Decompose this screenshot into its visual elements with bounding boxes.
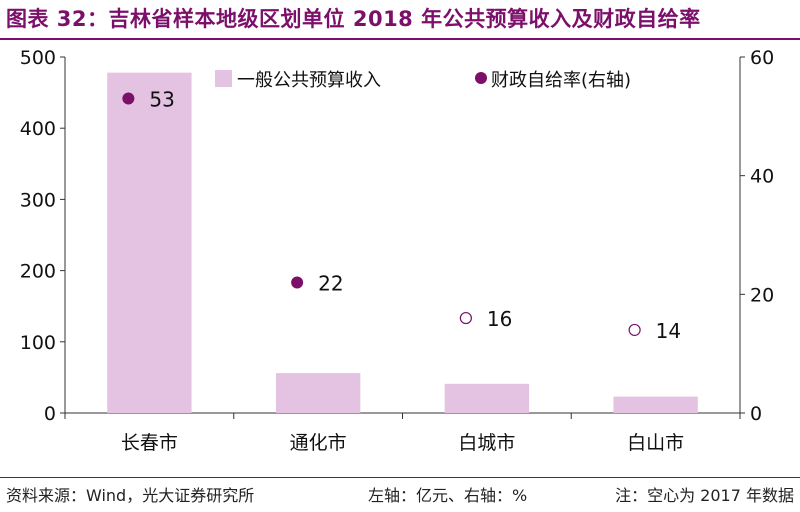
left-tick-label: 100 (20, 332, 56, 354)
left-y-axis: 0 100 200 300 400 500 (20, 47, 66, 425)
x-tick-label: 白城市 (458, 432, 515, 454)
left-tick-label: 400 (20, 118, 56, 140)
hollow-marker (459, 311, 472, 325)
figure-title: 图表 32：吉林省样本地级区划单位 2018 年公共预算收入及财政自给率 (6, 7, 701, 31)
bar (613, 396, 698, 413)
bar-scatter-chart: 0 100 200 300 400 500 0 20 40 60 长春市 通化市 白城市 白山市 53… (20, 47, 774, 454)
right-y-axis: 0 20 40 60 (739, 47, 774, 425)
x-axis: 长春市 通化市 白城市 白山市 (64, 412, 741, 454)
solid-marker (291, 276, 304, 289)
solid-marker (122, 92, 135, 105)
bar (275, 373, 361, 413)
data-label: 16 (487, 307, 512, 331)
left-tick-label: 0 (44, 403, 56, 425)
footer-divider (0, 477, 800, 478)
data-label: 14 (656, 319, 681, 343)
title-divider (0, 38, 800, 40)
right-tick-label: 40 (750, 166, 774, 188)
x-tick-label: 通化市 (290, 432, 347, 454)
axis-units-note: 左轴：亿元、右轴：% (368, 486, 528, 505)
legend-swatch-bar (215, 70, 232, 87)
right-tick-label: 0 (750, 403, 762, 425)
footer: 资料来源：Wind，光大证券研究所 左轴：亿元、右轴：% 注：空心为 2017 … (6, 482, 794, 506)
legend: 一般公共预算收入 财政自给率(右轴) (215, 70, 631, 91)
left-tick-label: 500 (20, 47, 56, 69)
source-note: 资料来源：Wind，光大证券研究所 (6, 486, 255, 505)
bar-series (107, 72, 698, 413)
right-tick-label: 20 (750, 284, 774, 306)
hollow-marker (628, 323, 641, 337)
bar (107, 72, 192, 413)
bar (444, 383, 530, 413)
x-tick-label: 白山市 (627, 432, 684, 454)
data-label: 22 (318, 271, 343, 295)
left-tick-label: 200 (20, 261, 56, 283)
x-tick-label: 长春市 (121, 432, 178, 454)
right-tick-label: 60 (750, 47, 774, 69)
hollow-marker-note: 注：空心为 2017 年数据 (615, 486, 794, 505)
legend-label-marker: 财政自给率(右轴) (491, 70, 631, 91)
data-label: 53 (149, 88, 174, 112)
marker-series: 53 22 16 14 (122, 88, 681, 343)
left-tick-label: 300 (20, 189, 56, 211)
legend-label-bar: 一般公共预算收入 (237, 70, 381, 91)
legend-swatch-marker (475, 72, 487, 84)
